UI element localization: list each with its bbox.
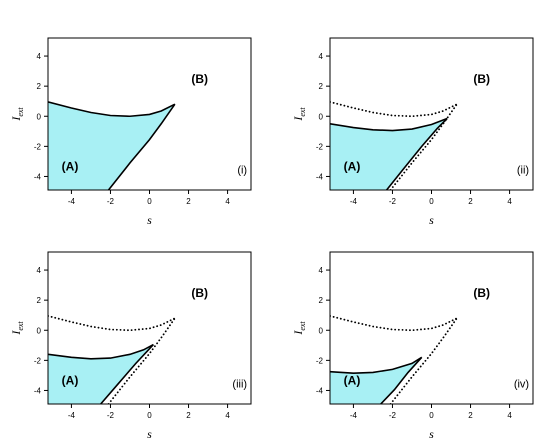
region-label: (A) — [62, 159, 79, 173]
y-axis-title: Iext — [291, 107, 307, 122]
y-tick-label: 4 — [319, 266, 324, 275]
y-tick-label: 0 — [319, 326, 324, 335]
x-tick-label: 2 — [468, 411, 473, 420]
series-line-3 — [330, 356, 423, 374]
series-line-2 — [107, 317, 176, 404]
y-tick-label: 2 — [37, 296, 42, 305]
x-tick-label: -4 — [350, 411, 358, 420]
y-tick-label: -2 — [316, 142, 324, 151]
y-tick-label: 0 — [37, 326, 42, 335]
y-tick-label: -2 — [316, 356, 324, 365]
x-tick-label: -2 — [107, 411, 115, 420]
series-line-2 — [107, 103, 176, 190]
y-tick-label: 2 — [319, 82, 324, 91]
y-tick-label: -2 — [34, 142, 42, 151]
series-line-1 — [48, 101, 176, 118]
x-tick-label: -4 — [68, 411, 76, 420]
panel-label: (i) — [237, 164, 247, 176]
x-tick-label: 0 — [429, 411, 434, 420]
x-tick-label: -4 — [350, 197, 358, 206]
series-line-4 — [385, 117, 448, 190]
x-tick-label: 0 — [147, 197, 152, 206]
y-axis-title: Iext — [9, 107, 25, 122]
y-tick-label: 0 — [319, 112, 324, 121]
y-tick-label: 0 — [37, 112, 42, 121]
x-tick-label: -2 — [389, 197, 397, 206]
x-tick-label: 0 — [147, 411, 152, 420]
panel-label: (iii) — [232, 378, 247, 390]
y-tick-label: -4 — [316, 386, 324, 395]
x-tick-label: 2 — [186, 411, 191, 420]
y-axis-title-subscript: ext — [16, 107, 25, 117]
y-tick-label: -4 — [316, 172, 324, 181]
series-line-1 — [330, 101, 458, 118]
x-tick-label: 2 — [468, 197, 473, 206]
x-tick-label: 4 — [507, 411, 512, 420]
series-line-1 — [330, 315, 458, 332]
region-label: (A) — [344, 373, 361, 387]
y-tick-label: -4 — [34, 172, 42, 181]
y-tick-label: 4 — [37, 266, 42, 275]
region-a-fill — [330, 118, 448, 190]
y-axis-title: Iext — [291, 321, 307, 336]
region-label: (B) — [473, 72, 490, 86]
region-a-fill — [48, 344, 154, 404]
y-tick-label: 4 — [319, 52, 324, 61]
series-line-1 — [48, 315, 176, 332]
y-tick-label: 4 — [37, 52, 42, 61]
chart-panel-2: -4 -2 0 2 4 -4 -2 0 2 4 s Iext (A) (B) (ii) — [291, 37, 534, 227]
x-tick-label: -2 — [107, 197, 115, 206]
series-line-3 — [48, 343, 154, 360]
series-line-2 — [389, 317, 458, 404]
y-tick-label: 2 — [37, 82, 42, 91]
x-tick-label: 4 — [225, 411, 230, 420]
region-label: (A) — [62, 373, 79, 387]
x-tick-label: 2 — [186, 197, 191, 206]
x-tick-label: 4 — [507, 197, 512, 206]
region-label: (A) — [344, 159, 361, 173]
x-tick-label: 0 — [429, 197, 434, 206]
x-tick-label: 4 — [225, 197, 230, 206]
chart-panel-3: -4 -2 0 2 4 -4 -2 0 2 4 s Iext (A) (B) (iii) — [9, 251, 252, 441]
panel-label: (ii) — [517, 164, 529, 176]
region-label: (B) — [473, 286, 490, 300]
x-tick-label: -2 — [389, 411, 397, 420]
chart-panel-1: -4 -2 0 2 4 -4 -2 0 2 4 s Iext (A) (B) (i) — [9, 37, 252, 227]
x-tick-label: -4 — [68, 197, 76, 206]
x-axis-title: s — [147, 213, 152, 227]
series-line-4 — [100, 344, 154, 404]
series-line-4 — [380, 356, 423, 404]
x-axis-title: s — [429, 427, 434, 441]
region-label: (B) — [191, 72, 208, 86]
region-label: (B) — [191, 286, 208, 300]
y-axis-title-subscript: ext — [16, 321, 25, 331]
y-axis-title-subscript: ext — [298, 321, 307, 331]
region-a-fill — [48, 101, 175, 190]
panel-label: (iv) — [514, 378, 529, 390]
chart-panel-4: -4 -2 0 2 4 -4 -2 0 2 4 s Iext (A) (B) (iv) — [291, 251, 534, 441]
x-axis-title: s — [147, 427, 152, 441]
series-line-3 — [330, 117, 448, 132]
region-a-fill — [330, 357, 422, 404]
y-tick-label: -2 — [34, 356, 42, 365]
y-axis-title: Iext — [9, 321, 25, 336]
x-axis-title: s — [429, 213, 434, 227]
y-tick-label: -4 — [34, 386, 42, 395]
y-tick-label: 2 — [319, 296, 324, 305]
y-axis-title-subscript: ext — [298, 107, 307, 117]
series-line-2 — [389, 103, 458, 190]
